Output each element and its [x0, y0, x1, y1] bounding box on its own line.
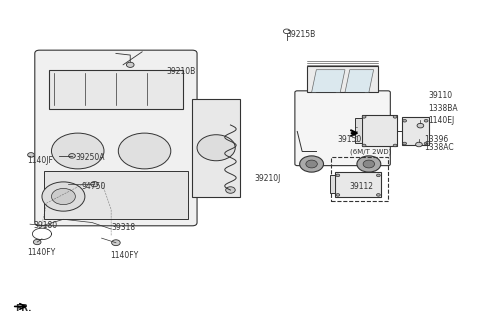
Text: FR.: FR. [15, 304, 31, 313]
Text: 1338AC: 1338AC [424, 143, 453, 152]
Circle shape [403, 119, 407, 122]
Circle shape [362, 144, 366, 147]
Circle shape [424, 119, 428, 122]
Circle shape [357, 156, 381, 172]
Circle shape [51, 188, 75, 205]
Text: 39180: 39180 [34, 221, 58, 230]
Bar [44, 171, 188, 219]
Text: (6M/T 2WD): (6M/T 2WD) [350, 148, 391, 155]
Polygon shape [345, 70, 373, 92]
Circle shape [69, 154, 75, 158]
Bar [336, 172, 381, 196]
Text: 1338BA: 1338BA [429, 104, 458, 113]
Circle shape [42, 182, 85, 211]
Text: 1140FY: 1140FY [110, 251, 138, 260]
Circle shape [424, 142, 428, 145]
Circle shape [91, 182, 98, 187]
Circle shape [112, 240, 120, 246]
Circle shape [306, 160, 317, 168]
Polygon shape [312, 70, 345, 92]
Circle shape [28, 153, 34, 157]
Circle shape [376, 194, 380, 196]
Circle shape [362, 115, 366, 118]
Circle shape [363, 160, 374, 168]
Text: 39210J: 39210J [254, 174, 281, 183]
Circle shape [126, 62, 134, 68]
Circle shape [51, 133, 104, 169]
Bar [402, 117, 429, 145]
Circle shape [417, 123, 424, 128]
Text: 13396: 13396 [424, 135, 448, 144]
FancyBboxPatch shape [295, 91, 390, 166]
Bar [192, 99, 240, 196]
Text: 1140JF: 1140JF [28, 155, 53, 165]
Text: 94750: 94750 [82, 182, 106, 191]
Bar [362, 115, 397, 146]
Text: 39250A: 39250A [75, 153, 105, 162]
Circle shape [34, 239, 41, 245]
Text: 39110: 39110 [429, 91, 453, 100]
Text: 1140EJ: 1140EJ [429, 116, 455, 125]
Circle shape [118, 133, 171, 169]
Circle shape [283, 29, 290, 33]
Circle shape [336, 174, 340, 177]
Circle shape [226, 187, 235, 193]
Circle shape [403, 142, 407, 145]
FancyBboxPatch shape [35, 50, 197, 226]
Text: 1140FY: 1140FY [28, 248, 56, 257]
Bar [355, 118, 362, 143]
Circle shape [336, 194, 340, 196]
Circle shape [376, 174, 380, 177]
Circle shape [197, 135, 235, 161]
Bar [49, 70, 183, 109]
Text: 39215B: 39215B [287, 30, 316, 39]
Text: 39112: 39112 [350, 182, 374, 191]
Circle shape [393, 115, 397, 118]
Text: 39318: 39318 [111, 223, 135, 232]
Text: 39210B: 39210B [166, 67, 195, 76]
Text: 39150: 39150 [338, 135, 362, 144]
Bar [330, 175, 336, 193]
Circle shape [416, 142, 422, 147]
Polygon shape [307, 67, 378, 92]
Bar [331, 157, 388, 201]
Circle shape [393, 144, 397, 147]
Circle shape [300, 156, 324, 172]
